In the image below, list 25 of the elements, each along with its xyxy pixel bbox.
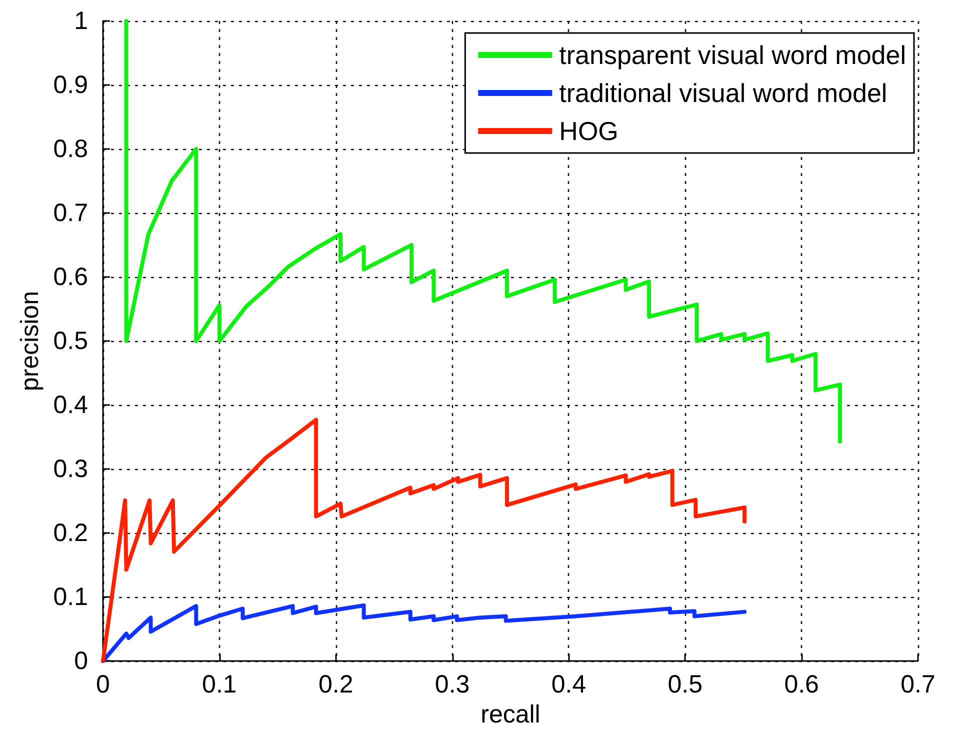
- x-tick-label: 0: [96, 670, 110, 699]
- line-series: [101, 418, 747, 664]
- y-tick-label: 0: [74, 647, 88, 676]
- y-tick-label: 0.9: [53, 71, 88, 100]
- y-tick-label: 1: [74, 7, 88, 35]
- x-tick-label: 0.3: [434, 670, 470, 699]
- y-tick-label: 0.8: [53, 135, 88, 164]
- legend-label: HOG: [559, 116, 618, 146]
- y-tick-label: 0.2: [53, 519, 88, 548]
- y-tick-label: 0.3: [53, 455, 88, 484]
- legend-label: transparent visual word model: [559, 40, 906, 70]
- y-tick-label: 0.7: [53, 199, 88, 228]
- x-axis-title: recall: [480, 700, 540, 728]
- x-tick-label: 0.5: [668, 670, 703, 699]
- y-tick-label: 0.1: [53, 583, 88, 612]
- y-tick-label: 0.5: [53, 327, 88, 356]
- legend-label: traditional visual word model: [559, 78, 888, 108]
- y-tick-label: 0.6: [53, 263, 88, 292]
- y-tick-label: 0.4: [53, 391, 88, 420]
- x-tick-label: 0.7: [900, 670, 936, 699]
- x-tick-label: 0.6: [784, 670, 819, 699]
- x-tick-label: 0.4: [551, 670, 586, 699]
- x-tick-label: 0.1: [202, 670, 237, 699]
- y-axis-title: precision: [16, 291, 44, 392]
- x-tick-label: 0.2: [318, 670, 354, 699]
